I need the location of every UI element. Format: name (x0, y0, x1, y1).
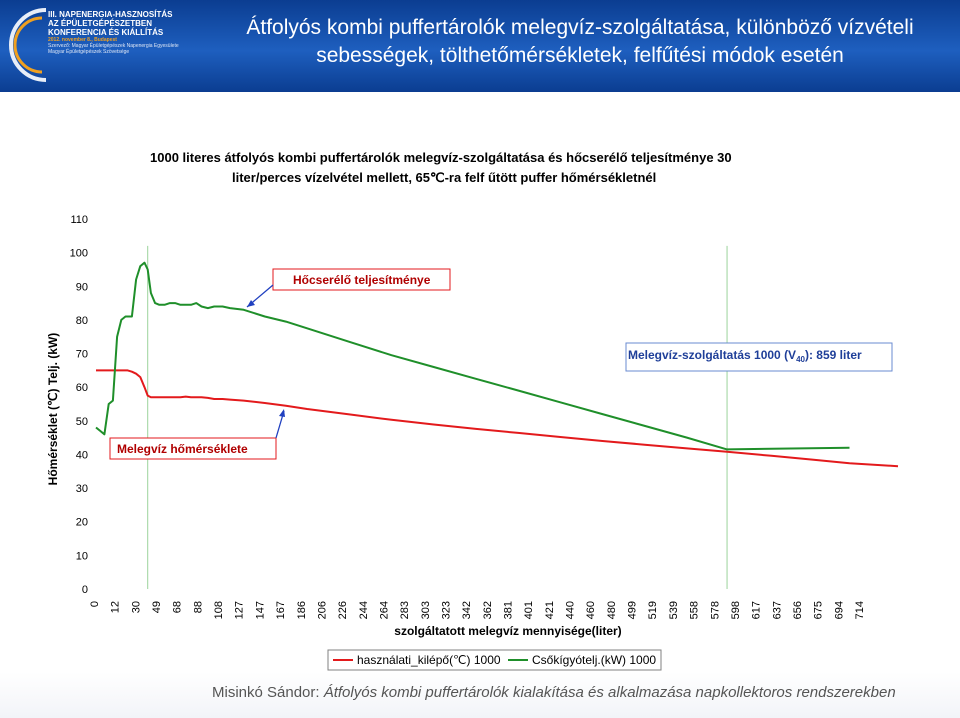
x-tick-label: 617 (751, 601, 763, 619)
slide-title-line-2: sebességek, tölthetőmérsékletek, felfűté… (316, 44, 844, 67)
logo-sun-icon (9, 8, 47, 82)
annotation-heat-exchanger: Hőcserélő teljesítménye (246, 268, 451, 308)
x-tick-label: 598 (730, 601, 742, 619)
legend-box (327, 649, 662, 671)
x-tick-label: 578 (709, 601, 721, 619)
series-lines (95, 261, 899, 468)
x-tick-label: 303 (420, 601, 432, 619)
y-tick-label: 80 (76, 315, 88, 327)
x-tick-label: 147 (254, 601, 266, 619)
y-tick-label: 40 (76, 449, 88, 461)
x-tick-label: 694 (833, 601, 845, 619)
conference-logo: III. NAPENERGIA-HASZNOSÍTÁS AZ ÉPÜLETGÉP… (6, 6, 196, 84)
y-tick-label: 10 (76, 550, 88, 562)
x-tick-label: 656 (792, 601, 804, 619)
legend-label-red: használati_kilépő(℃) 1000 (357, 653, 501, 667)
annotation-box (109, 437, 277, 460)
y-tick-label: 20 (76, 517, 88, 529)
x-tick-label: 186 (296, 601, 308, 619)
logo-line-6: Magyar Épületgépészek Szövetsége (48, 49, 130, 55)
x-tick-label: 323 (440, 601, 452, 619)
y-axis-label: Hőmérséklet (℃) Telj. (kW) (46, 333, 60, 486)
slide-header: III. NAPENERGIA-HASZNOSÍTÁS AZ ÉPÜLETGÉP… (0, 0, 960, 92)
y-tick-label: 30 (76, 483, 88, 495)
annotation-box (625, 342, 893, 372)
x-tick-label: 88 (192, 601, 204, 613)
x-tick-label: 499 (627, 601, 639, 619)
x-tick-label: 460 (585, 601, 597, 619)
annotation-hot-water: Melegvíz hőmérséklete (109, 409, 285, 460)
x-tick-label: 440 (565, 601, 577, 619)
chart-legend: használati_kilépő(℃) 1000 Csőkígyótelj.(… (327, 649, 662, 671)
logo-line-4: 2012. november 8., Budapest (48, 37, 117, 43)
x-tick-label: 539 (668, 601, 680, 619)
x-axis: 0 12 30 49 68 88 108 127 147 167 186 206 226 244 264 28… (89, 601, 866, 619)
logo-text: III. NAPENERGIA-HASZNOSÍTÁS AZ ÉPÜLETGÉP… (48, 10, 193, 55)
series-line-outlet-temp (96, 369, 899, 468)
annotation-service-volume: Melegvíz-szolgáltatás 1000 (V40): 859 li… (625, 342, 893, 372)
arrow-head-icon (247, 300, 255, 307)
y-tick-label: 100 (70, 248, 88, 260)
slide-title-line-1: Átfolyós kombi puffertárolók melegvíz-sz… (246, 16, 914, 39)
x-tick-label: 167 (275, 601, 287, 619)
logo-line-1: III. NAPENERGIA-HASZNOSÍTÁS (48, 10, 173, 19)
annotation-text: Melegvíz hőmérséklete (117, 442, 248, 456)
x-axis-label: szolgáltatott melegvíz mennyisége(liter) (394, 624, 621, 638)
x-tick-label: 519 (647, 601, 659, 619)
x-tick-label: 12 (110, 601, 122, 613)
x-tick-label: 401 (523, 601, 535, 619)
slide-footer (0, 672, 960, 718)
y-tick-label: 60 (76, 382, 88, 394)
x-tick-label: 226 (337, 601, 349, 619)
chart-title-line-2: liter/perces vízelvétel mellett, 65℃-ra … (232, 170, 656, 185)
annotation-text: Hőcserélő teljesítménye (293, 273, 431, 287)
x-tick-label: 637 (771, 601, 783, 619)
footer-title: Átfolyós kombi puffertárolók kialakítása… (323, 684, 896, 701)
x-tick-label: 283 (399, 601, 411, 619)
annotation-text: Melegvíz-szolgáltatás 1000 (V40): 859 li… (628, 348, 862, 364)
slide-title: Átfolyós kombi puffertárolók melegvíz-sz… (210, 14, 950, 70)
x-tick-label: 49 (151, 601, 163, 613)
x-tick-label: 68 (172, 601, 184, 613)
chart-title-line-1: 1000 literes átfolyós kombi puffertároló… (150, 150, 732, 165)
series-line-coil-power (95, 261, 850, 451)
x-tick-label: 206 (316, 601, 328, 619)
x-tick-label: 264 (378, 601, 390, 619)
x-tick-label: 108 (213, 601, 225, 619)
x-tick-label: 362 (482, 601, 494, 619)
x-tick-label: 558 (689, 601, 701, 619)
y-axis: 0 10 20 30 40 50 60 70 80 90 100 110 (70, 214, 88, 596)
logo-line-3: KONFERENCIA ÉS KIÁLLÍTÁS (48, 28, 164, 37)
x-tick-label: 714 (854, 601, 866, 619)
footer-author: Misinkó Sándor: (212, 684, 324, 701)
x-tick-label: 342 (461, 601, 473, 619)
line-chart: 1000 literes átfolyós kombi puffertároló… (46, 150, 899, 671)
y-tick-label: 110 (70, 214, 88, 226)
x-tick-label: 244 (358, 601, 370, 619)
reference-lines (147, 245, 728, 589)
x-tick-label: 127 (234, 601, 246, 619)
x-tick-label: 30 (130, 601, 142, 613)
chart-area: 1000 literes átfolyós kombi puffertároló… (35, 139, 910, 679)
footer-caption: Misinkó Sándor: Átfolyós kombi puffertár… (212, 684, 896, 701)
logo-line-2: AZ ÉPÜLETGÉPÉSZETBEN (48, 19, 153, 28)
x-tick-label: 421 (544, 601, 556, 619)
x-tick-label: 480 (606, 601, 618, 619)
x-tick-label: 381 (503, 601, 515, 619)
logo-line-5: Szervező: Magyar Épületgépészek Napenerg… (48, 43, 179, 49)
annotation-box (272, 268, 451, 291)
x-tick-label: 0 (89, 601, 101, 607)
y-tick-label: 50 (76, 416, 88, 428)
y-tick-label: 70 (76, 349, 88, 361)
y-tick-label: 0 (82, 584, 88, 596)
x-tick-label: 675 (813, 601, 825, 619)
arrow-head-icon (279, 409, 285, 417)
legend-label-green: Csőkígyótelj.(kW) 1000 (532, 653, 656, 667)
y-tick-label: 90 (76, 281, 88, 293)
